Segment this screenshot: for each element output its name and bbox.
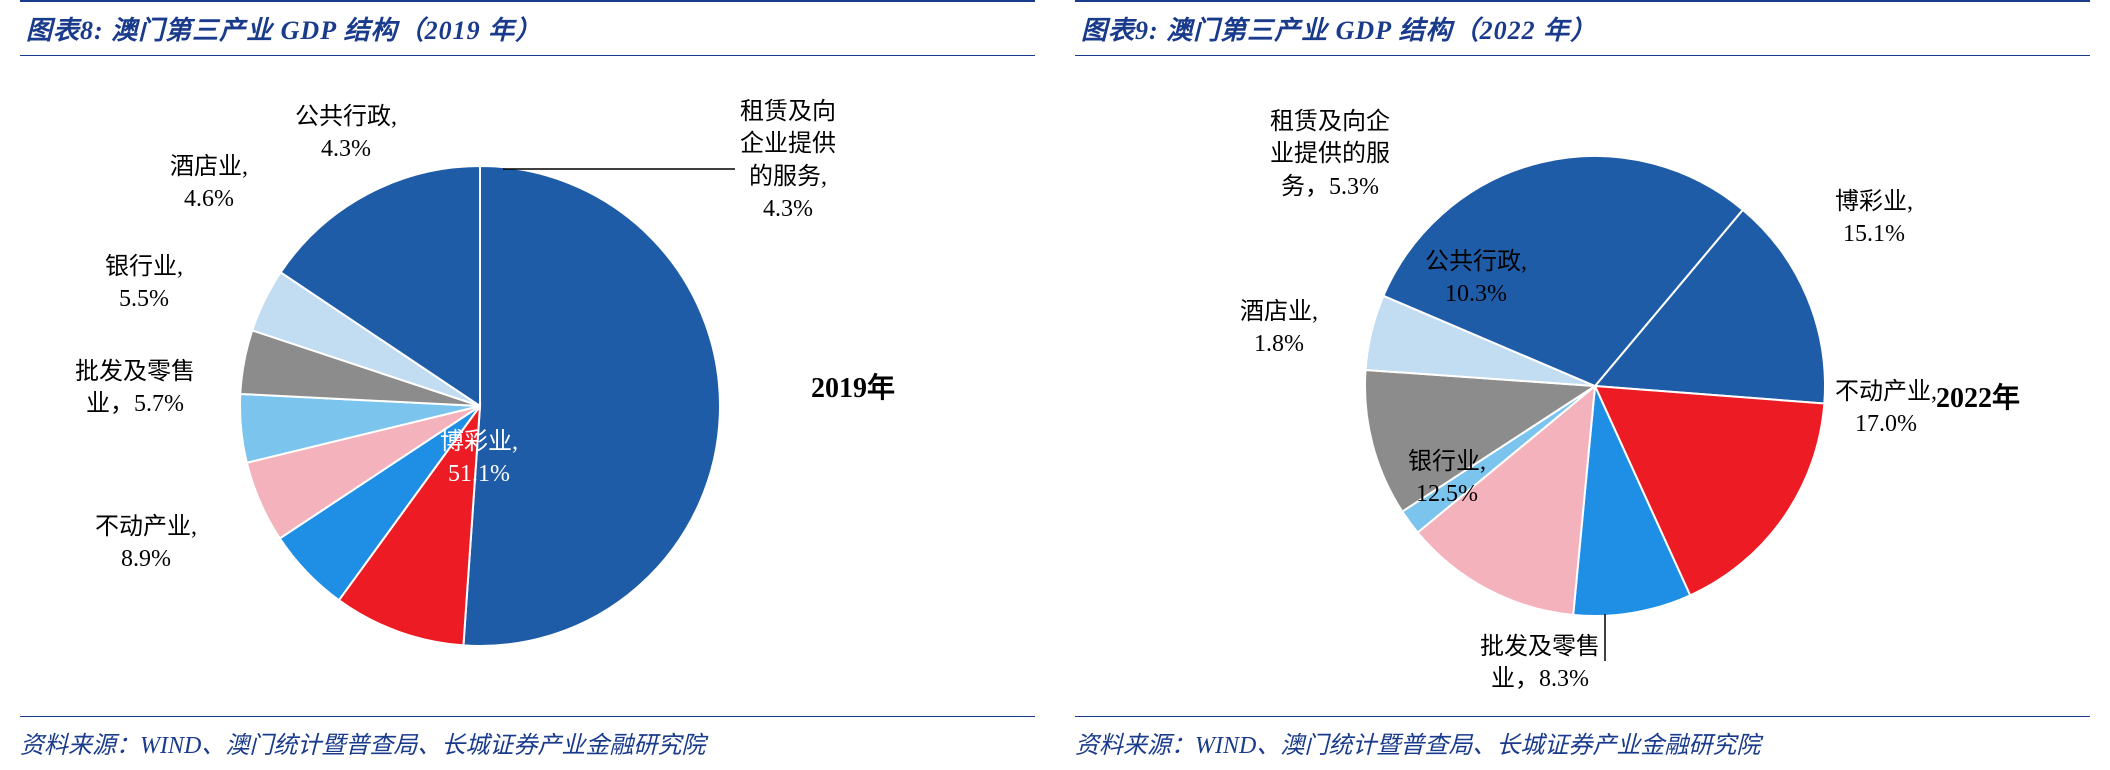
slice-label-租赁及向企业提供的服务: 租赁及向 企业提供 的服务, 4.3% [740,96,836,226]
right-source: 资料来源：WIND、澳门统计暨普查局、长城证券产业金融研究院 [1075,716,2090,760]
slice-label-酒店业: 酒店业, 1.8% [1240,296,1318,361]
slice-label-不动产业: 不动产业, 8.9% [95,511,197,576]
left-title: 图表8: 澳门第三产业 GDP 结构（2019 年） [20,0,1035,56]
slice-label-博彩业: 博彩业, 15.1% [1835,186,1913,251]
slice-label-租赁及向企业提供的服务: 租赁及向企 业提供的服 务，5.3% [1270,106,1390,203]
left-source: 资料来源：WIND、澳门统计暨普查局、长城证券产业金融研究院 [20,716,1035,760]
slice-label-银行业: 银行业, 5.5% [105,251,183,316]
right-year-legend: 2022年 [1936,376,2020,416]
two-panel-container: 图表8: 澳门第三产业 GDP 结构（2019 年） 2019年 博彩业, 51… [0,0,2110,770]
pie-slice-博彩业 [463,166,720,646]
slice-label-博彩业: 博彩业, 51.1% [440,426,518,491]
left-panel: 图表8: 澳门第三产业 GDP 结构（2019 年） 2019年 博彩业, 51… [0,0,1055,770]
slice-label-银行业: 银行业, 12.5% [1408,446,1486,511]
slice-label-批发及零售业: 批发及零售 业，8.3% [1480,631,1600,696]
left-chart-area: 2019年 博彩业, 51.1% 不动产业, 8.9% 批发及零售 业，5.7% 银行… [20,56,1035,706]
left-year-legend: 2019年 [811,366,895,406]
slice-label-酒店业: 酒店业, 4.6% [170,151,248,216]
slice-label-批发及零售业: 批发及零售 业，5.7% [75,356,195,421]
right-panel: 图表9: 澳门第三产业 GDP 结构（2022 年） 2022年 博彩业, 15… [1055,0,2110,770]
slice-label-公共行政: 公共行政, 10.3% [1425,246,1527,311]
slice-label-公共行政: 公共行政, 4.3% [295,101,397,166]
right-chart-area: 2022年 博彩业, 15.1% 不动产业, 17.0% 批发及零售 业，8.3% 银… [1075,56,2090,706]
right-title: 图表9: 澳门第三产业 GDP 结构（2022 年） [1075,0,2090,56]
slice-label-不动产业: 不动产业, 17.0% [1835,376,1937,441]
